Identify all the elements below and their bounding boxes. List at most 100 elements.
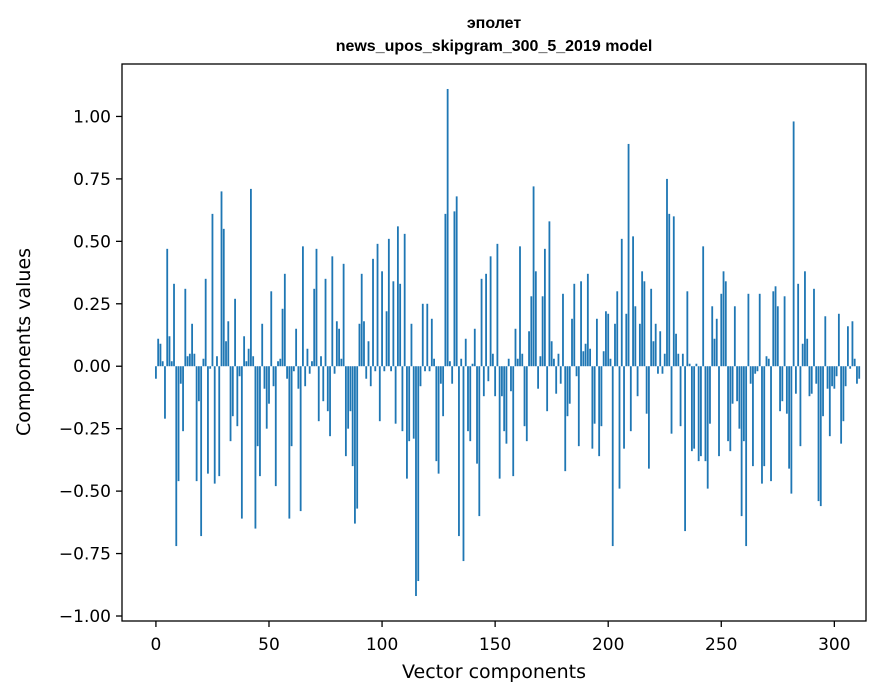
bar-193 <box>591 366 594 449</box>
bar-214 <box>638 323 641 367</box>
bar-237 <box>690 366 693 452</box>
bar-184 <box>571 318 573 367</box>
bar-77 <box>329 366 331 437</box>
bar-175 <box>550 341 553 367</box>
bar-206 <box>620 238 623 367</box>
bar-240 <box>697 366 700 462</box>
bar-298 <box>828 366 831 437</box>
bar-302 <box>837 313 840 367</box>
bar-157 <box>510 366 512 392</box>
bar-47 <box>261 323 264 367</box>
bar-87 <box>351 366 354 467</box>
bar-241 <box>700 366 702 457</box>
bar-59 <box>288 366 291 519</box>
bar-54 <box>277 361 279 367</box>
bar-252 <box>724 281 727 367</box>
bar-285 <box>799 366 802 447</box>
bar-144 <box>480 278 483 367</box>
bar-171 <box>541 296 544 367</box>
bar-279 <box>785 366 788 414</box>
bar-141 <box>473 328 476 367</box>
bar-172 <box>543 248 546 367</box>
bar-282 <box>792 121 795 367</box>
bar-162 <box>521 353 524 367</box>
bar-46 <box>259 366 261 477</box>
bar-248 <box>715 318 718 367</box>
bar-73 <box>320 356 322 367</box>
bar-137 <box>464 338 467 367</box>
bar-2 <box>159 343 162 367</box>
bar-116 <box>417 366 420 582</box>
bars-layer <box>155 88 861 597</box>
bar-42 <box>250 188 252 367</box>
bar-306 <box>847 326 849 367</box>
bar-270 <box>765 356 768 367</box>
x-tick-label: 200 <box>592 635 624 655</box>
bar-165 <box>528 331 530 367</box>
bar-64 <box>299 366 302 512</box>
bar-142 <box>476 366 478 464</box>
bar-281 <box>790 366 793 494</box>
bar-112 <box>408 366 411 442</box>
bar-34 <box>231 366 234 417</box>
bar-26 <box>213 366 216 484</box>
bar-202 <box>611 366 614 547</box>
y-tick-label: 0.25 <box>73 295 111 315</box>
bar-95 <box>369 366 372 387</box>
bar-61 <box>292 366 295 372</box>
bar-62 <box>295 328 298 367</box>
bar-63 <box>297 366 300 389</box>
bar-24 <box>209 366 212 369</box>
x-axis-label: Vector components <box>402 661 586 683</box>
bar-6 <box>168 336 171 367</box>
bar-114 <box>412 366 415 439</box>
bar-43 <box>252 356 255 367</box>
bar-35 <box>234 298 236 367</box>
bar-25 <box>211 213 214 367</box>
bar-167 <box>532 186 535 367</box>
bar-156 <box>507 358 510 367</box>
bar-159 <box>514 328 517 367</box>
bar-111 <box>406 366 408 479</box>
bar-155 <box>505 366 508 444</box>
bar-163 <box>523 366 526 427</box>
x-tick-label: 100 <box>366 635 398 655</box>
bar-36 <box>236 366 239 427</box>
bar-152 <box>498 366 501 479</box>
bar-56 <box>281 308 284 367</box>
bar-238 <box>693 366 696 449</box>
bar-44 <box>254 366 257 529</box>
bar-178 <box>557 353 560 367</box>
bar-71 <box>315 248 318 367</box>
x-tick-label: 150 <box>479 635 511 655</box>
bar-280 <box>788 366 791 469</box>
bar-21 <box>202 358 205 367</box>
bar-242 <box>702 246 705 367</box>
bar-283 <box>794 366 797 394</box>
bar-10 <box>177 366 180 482</box>
bar-96 <box>372 258 374 367</box>
y-tick-label: 1.00 <box>73 107 111 127</box>
bar-303 <box>840 366 843 444</box>
bar-254 <box>729 366 732 452</box>
bar-256 <box>733 306 736 367</box>
bar-274 <box>774 286 777 367</box>
bar-253 <box>727 366 729 442</box>
bar-60 <box>290 366 293 447</box>
bar-148 <box>489 256 492 367</box>
bar-19 <box>197 366 200 402</box>
bar-220 <box>652 341 655 367</box>
bar-188 <box>580 281 582 367</box>
bar-127 <box>442 366 445 417</box>
bar-288 <box>806 338 809 367</box>
bar-309 <box>853 358 856 367</box>
bar-212 <box>634 306 637 367</box>
bar-70 <box>313 288 316 367</box>
y-tick-label: −0.50 <box>59 482 111 502</box>
bar-51 <box>270 291 273 367</box>
bar-276 <box>779 366 781 412</box>
bar-32 <box>227 321 230 367</box>
bar-84 <box>344 366 347 457</box>
bar-170 <box>539 356 542 367</box>
